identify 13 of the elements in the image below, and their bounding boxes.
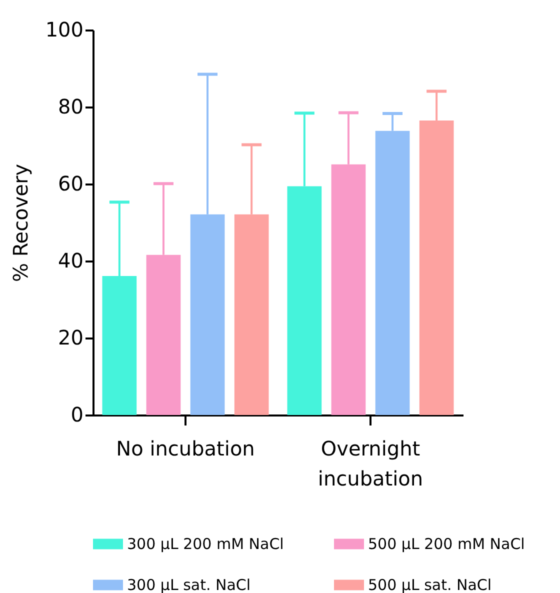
x-tick-label: Overnight incubation — [318, 436, 424, 490]
y-axis-title: % Recovery — [8, 164, 32, 282]
y-tick-label: 40 — [58, 248, 84, 272]
x-tick-label: No incubation — [116, 436, 255, 460]
y-tick-label: 100 — [45, 18, 84, 42]
legend-label: 500 µL sat. NaCl — [368, 576, 492, 593]
y-tick-label: 20 — [58, 326, 84, 350]
legend-label: 500 µL 200 mM NaCl — [368, 535, 525, 553]
legend-label: 300 µL 200 mM NaCl — [127, 535, 284, 553]
y-tick-label: 60 — [58, 172, 84, 196]
legend-label: 300 µL sat. NaCl — [127, 576, 251, 593]
y-tick-label: 80 — [58, 94, 84, 118]
y-tick-label: 0 — [70, 402, 84, 426]
